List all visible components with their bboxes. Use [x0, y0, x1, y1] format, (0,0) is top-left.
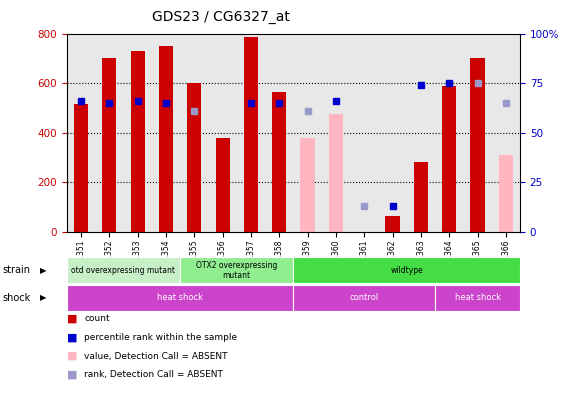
Bar	[471, 58, 485, 232]
Bar	[300, 137, 315, 232]
Text: value, Detection Call = ABSENT: value, Detection Call = ABSENT	[84, 352, 228, 360]
Text: shock: shock	[3, 293, 31, 303]
Bar	[385, 215, 400, 232]
Text: ■: ■	[67, 332, 77, 343]
Bar	[293, 285, 435, 311]
Text: ■: ■	[67, 369, 77, 380]
Bar	[187, 83, 202, 232]
Text: control: control	[350, 293, 379, 303]
Text: percentile rank within the sample: percentile rank within the sample	[84, 333, 238, 342]
Text: otd overexpressing mutant: otd overexpressing mutant	[71, 266, 175, 275]
Bar	[67, 257, 180, 283]
Text: OTX2 overexpressing
mutant: OTX2 overexpressing mutant	[196, 261, 278, 280]
Text: heat shock: heat shock	[454, 293, 500, 303]
Bar	[293, 257, 520, 283]
Text: ■: ■	[67, 314, 77, 324]
Bar	[442, 86, 456, 232]
Bar	[67, 285, 293, 311]
Bar	[74, 104, 88, 232]
Bar	[216, 137, 229, 232]
Bar	[180, 257, 293, 283]
Text: ▶: ▶	[40, 266, 46, 275]
Text: wildtype: wildtype	[390, 266, 423, 275]
Bar	[414, 162, 428, 232]
Text: rank, Detection Call = ABSENT: rank, Detection Call = ABSENT	[84, 370, 223, 379]
Bar	[159, 46, 173, 232]
Bar	[498, 155, 513, 232]
Bar	[131, 51, 145, 232]
Bar	[272, 92, 286, 232]
Bar	[102, 58, 116, 232]
Bar	[329, 114, 343, 232]
Text: count: count	[84, 314, 110, 323]
Text: ▶: ▶	[40, 293, 46, 303]
Bar	[244, 37, 258, 232]
Text: heat shock: heat shock	[157, 293, 203, 303]
Text: GDS23 / CG6327_at: GDS23 / CG6327_at	[152, 10, 290, 24]
Bar	[435, 285, 520, 311]
Text: strain: strain	[3, 265, 31, 275]
Text: ■: ■	[67, 351, 77, 361]
